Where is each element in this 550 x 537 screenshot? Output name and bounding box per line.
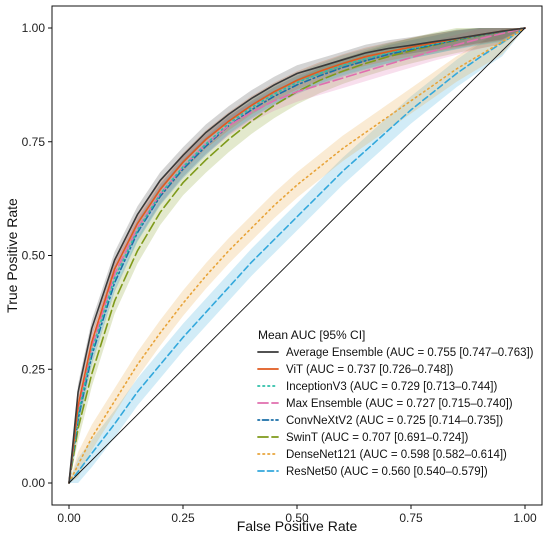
legend: Mean AUC [95% CI] Average Ensemble (AUC … (257, 328, 534, 478)
y-axis-title: True Positive Rate (4, 198, 20, 313)
legend-title: Mean AUC [95% CI] (258, 328, 365, 342)
roc-line-4 (68, 27, 526, 484)
legend-label-5: SwinT (AUC = 0.707 [0.691–0.724]) (286, 432, 468, 444)
x-axis-title: False Positive Rate (237, 518, 358, 534)
x-tick-label: 1.00 (513, 511, 537, 525)
x-tick-label: 0.75 (399, 511, 423, 525)
legend-label-4: ConvNeXtV2 (AUC = 0.725 [0.714–0.735]) (286, 415, 503, 427)
legend-label-7: ResNet50 (AUC = 0.560 [0.540–0.579]) (286, 466, 488, 478)
legend-label-6: DenseNet121 (AUC = 0.598 [0.582–0.614]) (286, 449, 507, 461)
roc-line-0 (68, 27, 526, 484)
legend-label-2: InceptionV3 (AUC = 0.729 [0.713–0.744]) (286, 381, 497, 393)
x-tick-label: 0.00 (57, 511, 81, 525)
x-tick-label: 0.25 (171, 511, 195, 525)
y-tick-label: 0.25 (22, 362, 46, 376)
roc-line-6 (68, 27, 526, 484)
legend-label-1: ViT (AUC = 0.737 [0.726–0.748]) (286, 364, 454, 376)
roc-line-5 (68, 27, 526, 484)
y-tick-label: 1.00 (22, 21, 46, 35)
roc-lines (68, 27, 526, 484)
y-tick-label: 0.00 (22, 476, 46, 490)
y-axis-ticks: 0.00 0.25 0.50 0.75 1.00 (22, 21, 52, 490)
roc-line-2 (68, 27, 526, 484)
roc-line-1 (68, 27, 526, 484)
x-axis-ticks: 0.00 0.25 0.50 0.75 1.00 (57, 505, 537, 525)
diagonal-reference-line (68, 27, 526, 484)
y-tick-label: 0.50 (22, 249, 46, 263)
roc-line-7 (68, 27, 526, 484)
legend-label-3: Max Ensemble (AUC = 0.727 [0.715–0.740]) (286, 398, 513, 410)
x-tick-label: 0.50 (285, 511, 309, 525)
y-tick-label: 0.75 (22, 135, 46, 149)
roc-line-3 (68, 27, 526, 484)
legend-label-0: Average Ensemble (AUC = 0.755 [0.747–0.7… (286, 347, 534, 359)
